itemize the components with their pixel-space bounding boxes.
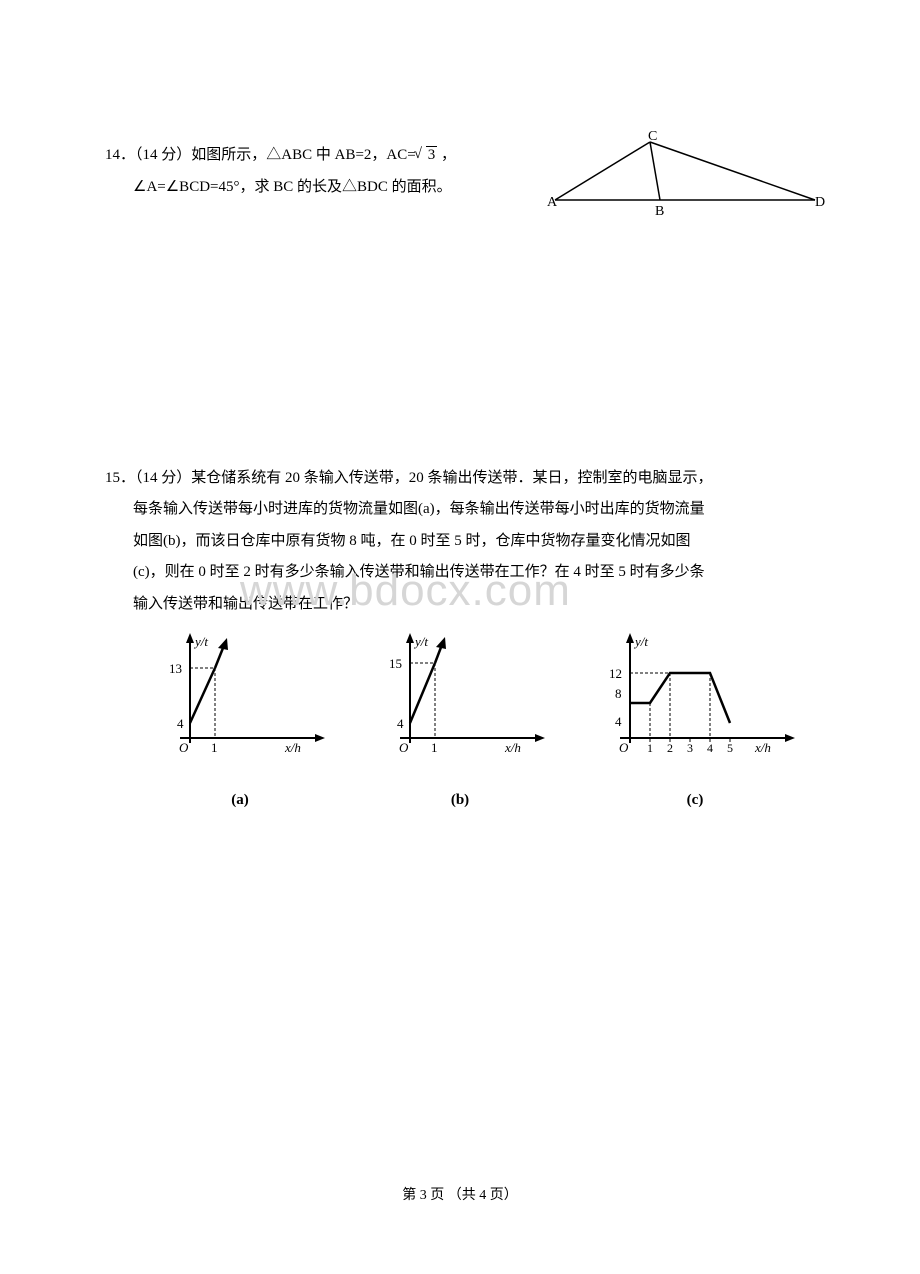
chart-c-caption: (c) [585,785,805,817]
q14-line1: 如图所示，△ABC 中 AB=2，AC= [191,147,415,163]
svg-text:5: 5 [727,741,733,755]
svg-text:4: 4 [707,741,713,755]
vertex-C: C [648,130,657,144]
q14-line2: ∠A=∠BCD=45°，求 BC 的长及△BDC 的面积。 [105,172,535,204]
q14-points: （14 分） [135,147,191,163]
svg-text:8: 8 [615,686,622,701]
svg-text:3: 3 [687,741,693,755]
svg-text:x/h: x/h [504,740,521,755]
svg-text:13: 13 [169,661,182,676]
watermark: www.bdocx.com [240,566,571,616]
sqrt-3: 3 [416,140,438,172]
svg-text:1: 1 [431,740,438,755]
svg-text:12: 12 [609,666,622,681]
svg-text:O: O [179,740,189,755]
svg-text:x/h: x/h [754,740,771,755]
q15-l3: 如图(b)，而该日仓库中原有货物 8 吨，在 0 时至 5 时，仓库中货物存量变… [105,526,830,558]
problem-14-text: 14．（14 分）如图所示，△ABC 中 AB=2，AC=3 ， ∠A=∠BCD… [105,140,535,203]
q15-l1: 某仓储系统有 20 条输入传送带，20 条输出传送带．某日，控制室的电脑显示， [191,470,712,486]
vertex-D: D [815,195,825,210]
page-content: 14．（14 分）如图所示，△ABC 中 AB=2，AC=3 ， ∠A=∠BCD… [0,0,920,816]
svg-text:O: O [619,740,629,755]
svg-text:4: 4 [177,716,184,731]
vertex-A: A [547,195,558,210]
q14-figure: A B C D [545,130,825,233]
svg-text:4: 4 [397,716,404,731]
q14-number: 14． [105,147,135,163]
svg-text:2: 2 [667,741,673,755]
chart-a-caption: (a) [145,785,335,817]
q15-l2: 每条输入传送带每小时进库的货物流量如图(a)，每条输出传送带每小时出库的货物流量 [105,494,830,526]
problem-14: 14．（14 分）如图所示，△ABC 中 AB=2，AC=3 ， ∠A=∠BCD… [105,140,830,233]
svg-text:y/t: y/t [193,634,208,649]
q15-number: 15． [105,470,135,486]
chart-a: y/t 13 4 O 1 x/h (a) [145,628,335,816]
svg-text:1: 1 [211,740,218,755]
q15-figures: y/t 13 4 O 1 x/h (a) [145,628,830,816]
svg-text:y/t: y/t [413,634,428,649]
svg-text:15: 15 [389,656,402,671]
chart-b: y/t 15 4 O 1 x/h (b) [365,628,555,816]
svg-text:y/t: y/t [633,634,648,649]
page-footer: 第 3 页 （共 4 页） [0,1184,920,1204]
vertex-B: B [655,204,664,219]
svg-text:O: O [399,740,409,755]
svg-text:x/h: x/h [284,740,301,755]
chart-c: y/t 12 8 4 O 1 2 3 4 5 x/h [585,628,805,816]
q15-points: （14 分） [135,470,191,486]
problem-15: 15．（14 分）某仓储系统有 20 条输入传送带，20 条输出传送带．某日，控… [105,463,830,817]
chart-b-caption: (b) [365,785,555,817]
svg-text:4: 4 [615,714,622,729]
svg-text:1: 1 [647,741,653,755]
q14-line1-tail: ， [437,147,456,163]
